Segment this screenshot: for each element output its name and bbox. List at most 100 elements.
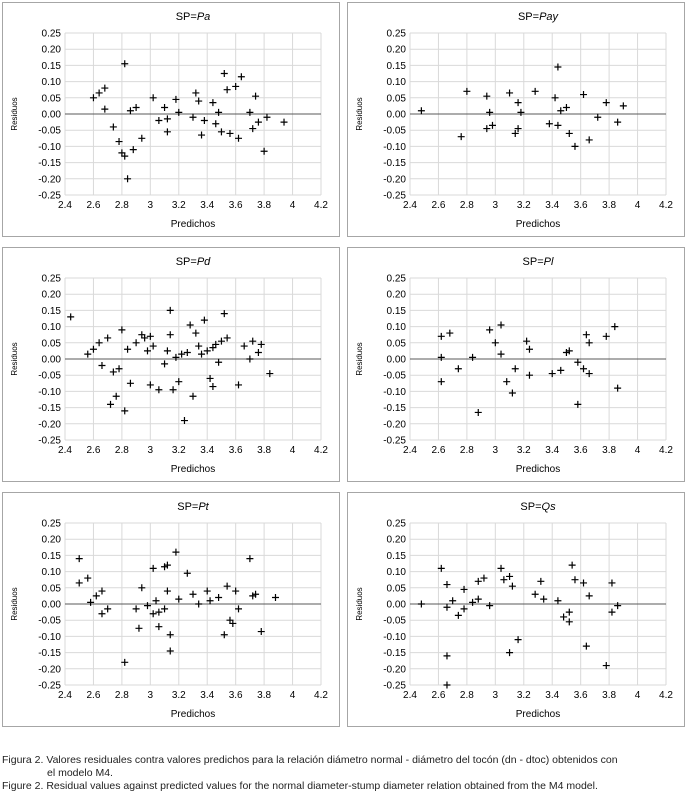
data-point [115, 138, 123, 146]
data-point [565, 618, 573, 626]
y-tick-label: 0.00 [387, 600, 407, 611]
x-tick-label: 4 [290, 200, 296, 211]
data-point [523, 337, 531, 345]
chart-title-prefix: SP= [177, 501, 198, 513]
data-point [594, 113, 602, 121]
data-point [249, 125, 257, 133]
chart-title: SP=Pt [177, 501, 209, 513]
chart-title: SP=Qs [520, 501, 556, 513]
y-tick-label: -0.15 [383, 158, 406, 169]
y-tick-label: -0.10 [38, 632, 61, 643]
data-point [104, 334, 112, 342]
data-point [474, 408, 482, 416]
x-tick-label: 3.6 [574, 200, 588, 211]
data-point [488, 121, 496, 129]
data-point [614, 384, 622, 392]
data-point [183, 569, 191, 577]
data-point [98, 610, 106, 618]
data-point [109, 123, 117, 131]
x-tick-label: 2.8 [115, 690, 129, 701]
data-point [163, 347, 171, 355]
x-tick-label: 3.2 [172, 690, 186, 701]
y-tick-label: 0.00 [42, 355, 62, 366]
data-point [143, 347, 151, 355]
data-point [540, 595, 548, 603]
data-point [417, 600, 425, 608]
data-point [443, 652, 451, 660]
y-tick-label: 0.15 [42, 551, 62, 562]
data-point [175, 378, 183, 386]
data-point [126, 107, 134, 115]
data-point [574, 358, 582, 366]
caption-es-line2: el modelo M4. [47, 767, 113, 779]
data-point [132, 104, 140, 112]
data-point [124, 175, 132, 183]
data-point [235, 134, 243, 142]
data-point [229, 619, 237, 627]
data-point [443, 603, 451, 611]
chart-title: SP=Pd [176, 256, 211, 268]
y-tick-label: 0.10 [42, 77, 62, 88]
data-point [203, 347, 211, 355]
data-point [257, 628, 265, 636]
data-point [149, 342, 157, 350]
data-point [172, 548, 180, 556]
y-tick-label: 0.20 [387, 290, 407, 301]
data-point [149, 94, 157, 102]
y-tick-label: 0.10 [42, 322, 62, 333]
x-tick-label: 3.6 [574, 690, 588, 701]
chart-svg-pd: SP=Pd 0.25 0.20 0.15 0.10 0.05 0.00 -0.05 -0.10 -… [10, 256, 328, 475]
x-tick-label: 2.8 [460, 445, 474, 456]
data-point [223, 334, 231, 342]
y-tick-label: -0.10 [38, 142, 61, 153]
data-point [531, 590, 539, 598]
data-point [491, 339, 499, 347]
data-point [180, 417, 188, 425]
y-axis-label: Residuos [10, 342, 19, 375]
chart-panel-qs: SP=Qs 0.25 0.20 0.15 0.10 0.05 0.00 -0.05 -0.10 -… [347, 492, 685, 727]
x-tick-label: 4.2 [659, 690, 673, 701]
x-tick-label: 4 [635, 690, 641, 701]
data-point [557, 107, 565, 115]
x-tick-label: 2.4 [403, 690, 417, 701]
data-point [75, 579, 83, 587]
y-tick-label: -0.15 [383, 648, 406, 659]
data-point [480, 574, 488, 582]
y-tick-label: 0.10 [387, 567, 407, 578]
data-point [146, 332, 154, 340]
data-point [217, 337, 225, 345]
data-point [443, 681, 451, 689]
data-point [195, 342, 203, 350]
data-point [226, 129, 234, 137]
data-point [602, 99, 610, 107]
data-point [571, 576, 579, 584]
data-point [135, 624, 143, 632]
data-point [189, 590, 197, 598]
data-point [469, 353, 477, 361]
x-tick-label: 3.4 [545, 200, 559, 211]
data-point [585, 136, 593, 144]
data-point [508, 389, 516, 397]
y-axis-label: Residuos [355, 97, 364, 130]
y-tick-label: -0.05 [38, 126, 61, 137]
data-point [514, 125, 522, 133]
y-tick-label: -0.20 [38, 664, 61, 675]
data-point [511, 365, 519, 373]
chart-title-species: Pt [198, 501, 209, 513]
data-point [84, 350, 92, 358]
data-point [195, 600, 203, 608]
data-point [200, 116, 208, 124]
y-tick-label: 0.15 [42, 306, 62, 317]
data-point [580, 579, 588, 587]
x-tick-label: 2.4 [58, 445, 72, 456]
chart-title: SP=Pl [523, 256, 554, 268]
y-tick-label: -0.15 [383, 403, 406, 414]
data-point [232, 587, 240, 595]
y-tick-label: -0.05 [38, 616, 61, 627]
x-tick-label: 3.2 [517, 200, 531, 211]
data-point [614, 602, 622, 610]
y-tick-label: -0.15 [38, 403, 61, 414]
x-tick-label: 3.2 [517, 445, 531, 456]
caption-es-line1: Figura 2. Valores residuales contra valo… [2, 754, 618, 766]
y-tick-label: 0.25 [387, 519, 407, 530]
